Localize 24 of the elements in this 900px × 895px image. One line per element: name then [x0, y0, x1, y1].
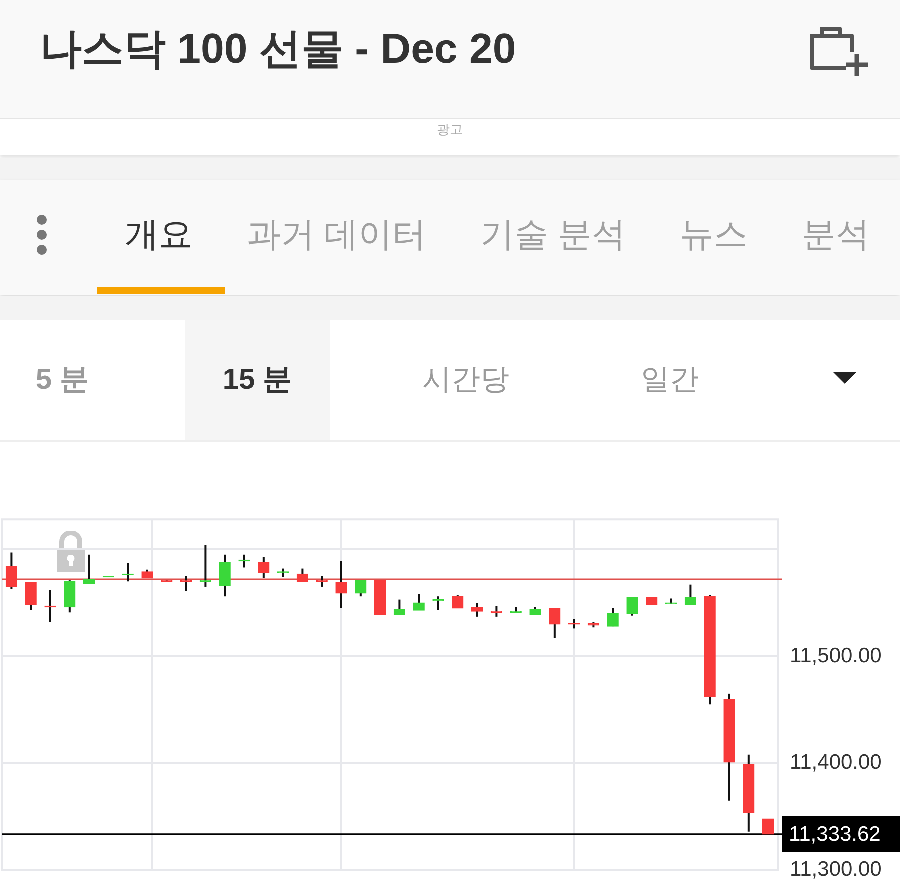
text: 일간	[640, 363, 700, 398]
text: 15 분	[185, 320, 330, 440]
candlestick	[684, 584, 697, 606]
ref-line-label: 11,333.62	[789, 823, 881, 846]
candlestick	[83, 554, 96, 585]
y-tick-label: 11,400.00	[790, 751, 882, 774]
y-tick-label: 11,300.00	[790, 858, 882, 882]
text: 5 분	[34, 363, 90, 398]
text: 기술 분석	[480, 215, 626, 256]
candlestick	[25, 582, 37, 612]
candlestick	[394, 598, 406, 616]
text: 시간당	[422, 363, 510, 398]
candlestick	[219, 554, 231, 598]
chart-title: 나스닥 100 선물 - Dec 20	[40, 24, 516, 74]
candlestick	[6, 552, 18, 590]
candlestick	[336, 560, 348, 610]
candlestick	[413, 593, 425, 612]
text: 광고	[436, 121, 464, 139]
text: 분석	[802, 215, 870, 256]
candlestick	[471, 602, 484, 618]
text: 개요	[125, 215, 193, 256]
text: 과거 데이터	[247, 215, 426, 256]
text: 뉴스	[680, 215, 748, 256]
y-tick-label: 11,500.00	[790, 644, 882, 668]
